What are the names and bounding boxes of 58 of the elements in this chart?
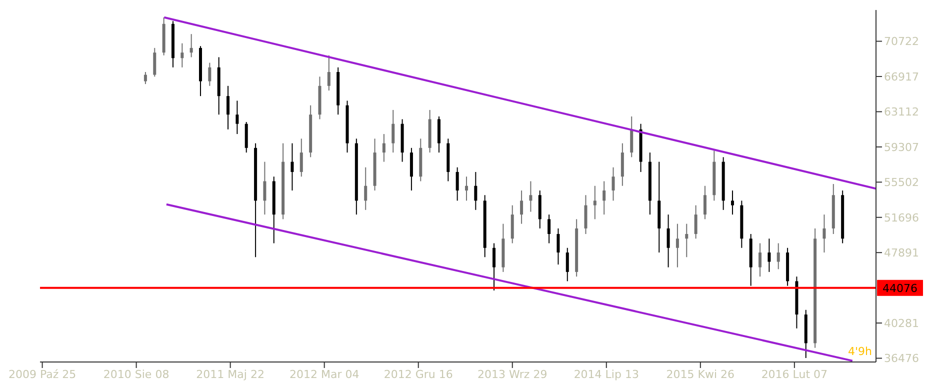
x-tick-label: 2012 Mar 04	[289, 368, 360, 381]
candlestick	[703, 185, 706, 220]
candlestick	[612, 166, 615, 202]
candlestick	[556, 228, 560, 266]
candlestick	[758, 242, 762, 278]
candlestick	[226, 85, 230, 130]
annotation: 4'9h	[848, 345, 872, 358]
candlestick	[685, 223, 688, 258]
x-tick-label: 2010 Sie 08	[103, 368, 170, 381]
y-tick-label: 59307	[884, 140, 919, 154]
candlestick	[290, 142, 294, 191]
candlestick	[236, 100, 239, 135]
candlestick	[382, 134, 386, 162]
candlestick	[465, 176, 468, 202]
candlestick	[822, 214, 826, 254]
candlestick	[180, 42, 184, 68]
candlestick	[548, 214, 551, 244]
candlestick	[474, 171, 478, 210]
candlestick	[263, 161, 266, 216]
y-tick-label: 63112	[884, 106, 919, 119]
x-tick-label: 2012 Gru 16	[384, 368, 453, 381]
candlestick	[630, 116, 634, 158]
candlestick	[364, 166, 368, 210]
candlestick	[584, 194, 588, 234]
y-tick-label: 40281	[884, 316, 919, 330]
y-tick-label: 51696	[884, 211, 919, 224]
candlestick	[768, 238, 771, 272]
candlestick	[456, 166, 459, 202]
candlestick	[144, 72, 147, 85]
candlestick	[731, 190, 734, 216]
x-tick-label: 2009 Paź 25	[8, 368, 76, 381]
candlestick	[208, 62, 212, 86]
ref-line-label: 44076	[882, 282, 918, 295]
x-tick-label: 2013 Wrz 29	[478, 368, 548, 381]
candlestick	[520, 190, 524, 224]
candlestick	[566, 247, 569, 282]
x-tick-label: 2014 Lip 13	[574, 368, 639, 381]
candlestick	[666, 214, 670, 268]
candlestick	[776, 242, 780, 270]
candlestick	[392, 109, 395, 154]
candlestick	[153, 47, 156, 78]
candlestick	[602, 180, 606, 216]
candlestick	[492, 242, 496, 291]
y-tick-label: 66917	[884, 70, 919, 84]
candlestick	[300, 138, 303, 178]
y-tick-label: 47891	[884, 246, 919, 260]
x-tick-label: 2015 Kwi 26	[666, 368, 735, 381]
candlestick	[190, 34, 193, 58]
y-tick-label: 70722	[884, 35, 919, 48]
candlestick	[694, 204, 698, 240]
candlestick	[327, 54, 330, 92]
y-tick-label: 55502	[884, 176, 919, 190]
y-tick-label: 36476	[884, 352, 919, 366]
x-tick-label: 2011 Maj 22	[196, 368, 264, 381]
candlestick	[529, 180, 532, 212]
x-tick-label: 2016 Lut 07	[761, 368, 828, 381]
candlestick	[676, 223, 679, 268]
candlestick	[593, 185, 596, 220]
